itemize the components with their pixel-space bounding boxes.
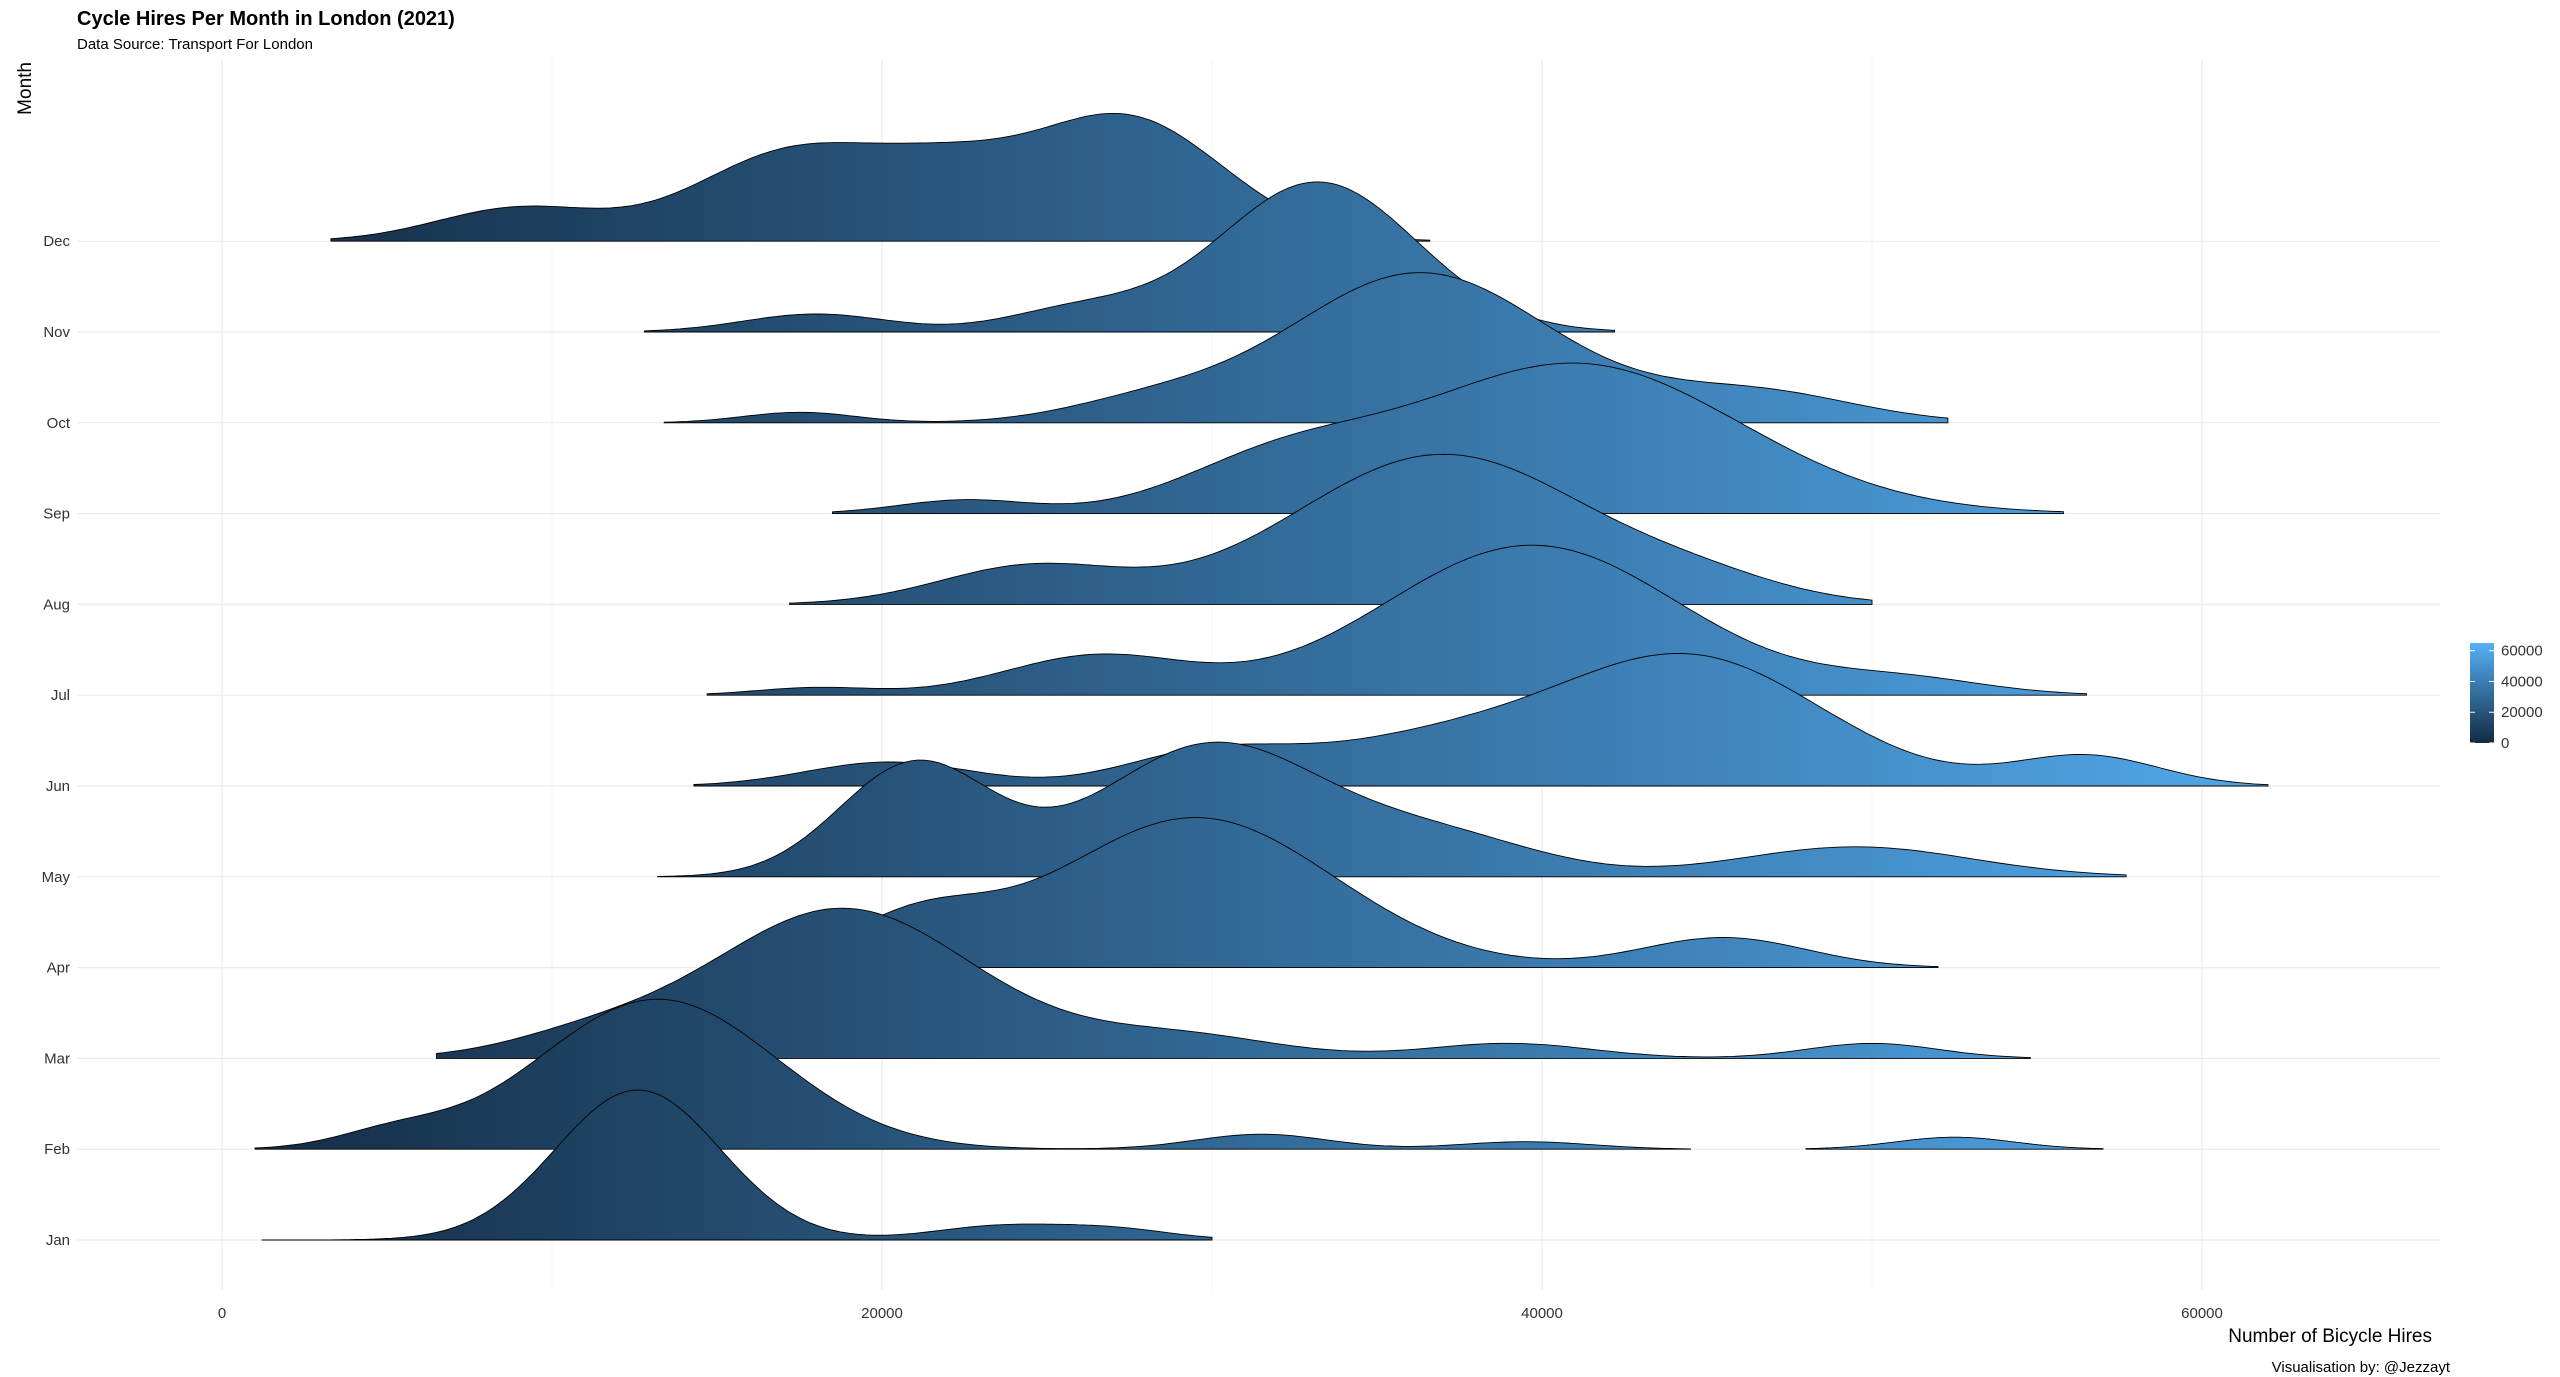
ridge-area-sep [832, 362, 2064, 515]
y-tick-label-mar: Mar [44, 1050, 70, 1067]
y-tick-label-aug: Aug [43, 596, 70, 613]
y-tick-label-apr: Apr [47, 960, 70, 977]
ridge-mar [436, 907, 2031, 1059]
y-tick-label-sep: Sep [43, 506, 70, 523]
ridge-jul [706, 544, 2087, 696]
x-tick-label: 40000 [1521, 1305, 1563, 1322]
chart-caption: Visualisation by: @Jezzayt [2271, 1359, 2450, 1376]
y-tick-label-may: May [42, 869, 71, 886]
y-tick-label-jun: Jun [46, 778, 70, 795]
chart-title: Cycle Hires Per Month in London (2021) [77, 8, 455, 30]
x-tick-label: 60000 [2181, 1305, 2223, 1322]
ridge-may [657, 741, 2127, 878]
chart-subtitle: Data Source: Transport For London [77, 36, 313, 53]
ridge-area-apr [733, 817, 1939, 969]
y-tick-label-dec: Dec [43, 233, 70, 250]
x-tick-label: 20000 [861, 1305, 903, 1322]
ridge-area-feb [1805, 1136, 2104, 1150]
ridge-area-jun [693, 653, 2269, 787]
ridge-jun [693, 653, 2269, 787]
x-axis-title: Number of Bicycle Hires [2228, 1326, 2432, 1347]
x-tick-label: 0 [218, 1305, 226, 1322]
ridges [254, 112, 2269, 1241]
y-tick-label-nov: Nov [43, 324, 70, 341]
legend-label: 40000 [2501, 673, 2543, 690]
ridge-area-jan [261, 1089, 1213, 1241]
ridge-dec [330, 112, 1431, 242]
ridge-apr [733, 817, 1939, 969]
legend-label: 60000 [2501, 643, 2543, 660]
legend-label: 0 [2501, 735, 2509, 752]
fill-legend: 0 20000 40000 60000 [2470, 643, 2543, 752]
y-axis-title: Month [15, 62, 36, 115]
ridge-area-dec [330, 112, 1431, 242]
y-tick-label-feb: Feb [44, 1141, 70, 1158]
ridge-feb [254, 998, 2104, 1150]
y-tick-label-oct: Oct [47, 415, 71, 432]
ridge-jan [261, 1089, 1213, 1241]
legend-label: 20000 [2501, 704, 2543, 721]
legend-colorbar [2470, 643, 2494, 743]
ridge-area-may [657, 741, 2127, 878]
y-tick-label-jan: Jan [46, 1232, 70, 1249]
ridge-sep [832, 362, 2064, 515]
x-axis-ticks: 0 20000 40000 60000 [218, 1305, 2223, 1322]
y-tick-label-jul: Jul [51, 687, 70, 704]
ridge-area-jul [706, 544, 2087, 696]
ridge-area-mar [436, 907, 2031, 1059]
y-axis-ticks: Jan Feb Mar Apr May Jun Jul Aug Sep Oct Nov Dec [42, 233, 71, 1249]
